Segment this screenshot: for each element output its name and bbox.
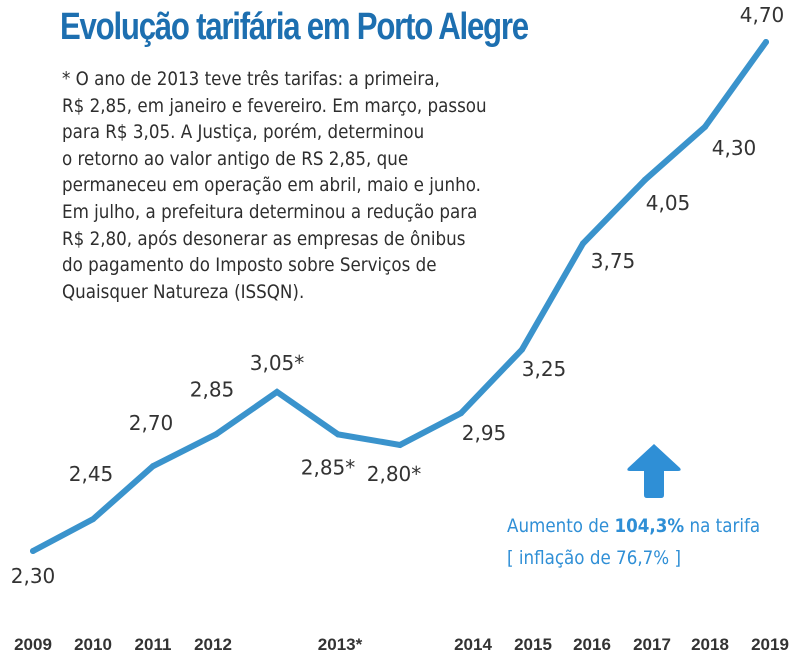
x-tick-label: 2016: [573, 635, 611, 654]
note-line: permaneceu em operação em abril, maio e …: [62, 174, 481, 197]
point-value-label: 3,25: [522, 357, 567, 381]
increase-suffix: na tarifa: [684, 515, 761, 537]
x-tick-label: 2015: [514, 635, 552, 654]
data-point: [30, 548, 36, 554]
point-value-label: 4,05: [646, 191, 691, 215]
x-tick-label: 2013*: [318, 635, 363, 654]
note-line: R$ 2,85, em janeiro e fevereiro. Em març…: [62, 94, 487, 117]
data-point: [397, 441, 403, 448]
data-point: [458, 410, 464, 417]
data-point: [213, 431, 219, 438]
data-point: [580, 240, 586, 247]
data-point: [702, 123, 708, 130]
series-group: [30, 39, 769, 554]
x-tick-label: 2009: [14, 635, 52, 654]
x-tick-label: 2010: [74, 635, 112, 654]
increase-line: Aumento de 104,3% na tarifa: [507, 510, 760, 542]
data-point: [763, 39, 769, 45]
point-value-label: 2,70: [129, 411, 174, 435]
note-line: R$ 2,80, após desonerar as empresas de ô…: [62, 227, 466, 250]
point-value-label: 2,85*: [301, 455, 356, 479]
footnote-2013: * O ano de 2013 teve três tarifas: a pri…: [62, 66, 487, 305]
increase-prefix: Aumento de: [507, 515, 615, 537]
increase-value: 104,3%: [614, 515, 685, 537]
data-point: [150, 463, 156, 470]
note-line: Em julho, a prefeitura determinou a redu…: [62, 200, 478, 223]
note-line: do pagamento do Imposto sobre Serviços d…: [62, 254, 437, 277]
point-value-label: 2,45: [69, 462, 114, 486]
note-line: para R$ 3,05. A Justiça, porém, determin…: [62, 121, 425, 144]
x-tick-label: 2012: [194, 635, 232, 654]
increase-callout: Aumento de 104,3% na tarifa [ inflação d…: [507, 510, 760, 574]
x-tick-label: 2018: [691, 635, 729, 654]
point-value-label: 2,95: [462, 421, 507, 445]
data-point: [335, 431, 341, 438]
x-tick-label: 2011: [135, 635, 172, 654]
x-axis-ticks: 2009 2010 2011 2012 2013* 2014 2015 2016 2017 201…: [14, 635, 789, 654]
up-arrow-icon: [627, 444, 681, 498]
data-point: [274, 388, 280, 395]
point-value-label: 3,05*: [250, 351, 305, 375]
point-value-label: 2,30: [11, 564, 56, 588]
note-line: o retorno ao valor antigo de RS 2,85, qu…: [62, 147, 409, 170]
x-tick-label: 2017: [633, 635, 671, 654]
data-point: [90, 516, 96, 523]
point-labels: 2,30 2,45 2,70 2,85 3,05* 2,85* 2,80* 2,95 3,25 3…: [11, 3, 785, 588]
x-tick-label: 2014: [454, 635, 492, 654]
x-tick-label: 2019: [751, 635, 789, 654]
point-value-label: 4,30: [712, 136, 757, 160]
data-point: [519, 346, 525, 353]
point-value-label: 4,70: [740, 3, 785, 27]
data-point: [642, 176, 648, 183]
point-value-label: 3,75: [591, 249, 636, 273]
inflation-line: [ inflação de 76,7% ]: [507, 547, 682, 569]
point-value-label: 2,80*: [367, 462, 422, 486]
note-line: Quaisquer Natureza (ISSQN).: [62, 280, 305, 303]
chart-title: Evolução tarifária em Porto Alegre: [60, 6, 529, 48]
point-value-label: 2,85: [190, 377, 235, 401]
note-line: * O ano de 2013 teve três tarifas: a pri…: [62, 68, 440, 90]
